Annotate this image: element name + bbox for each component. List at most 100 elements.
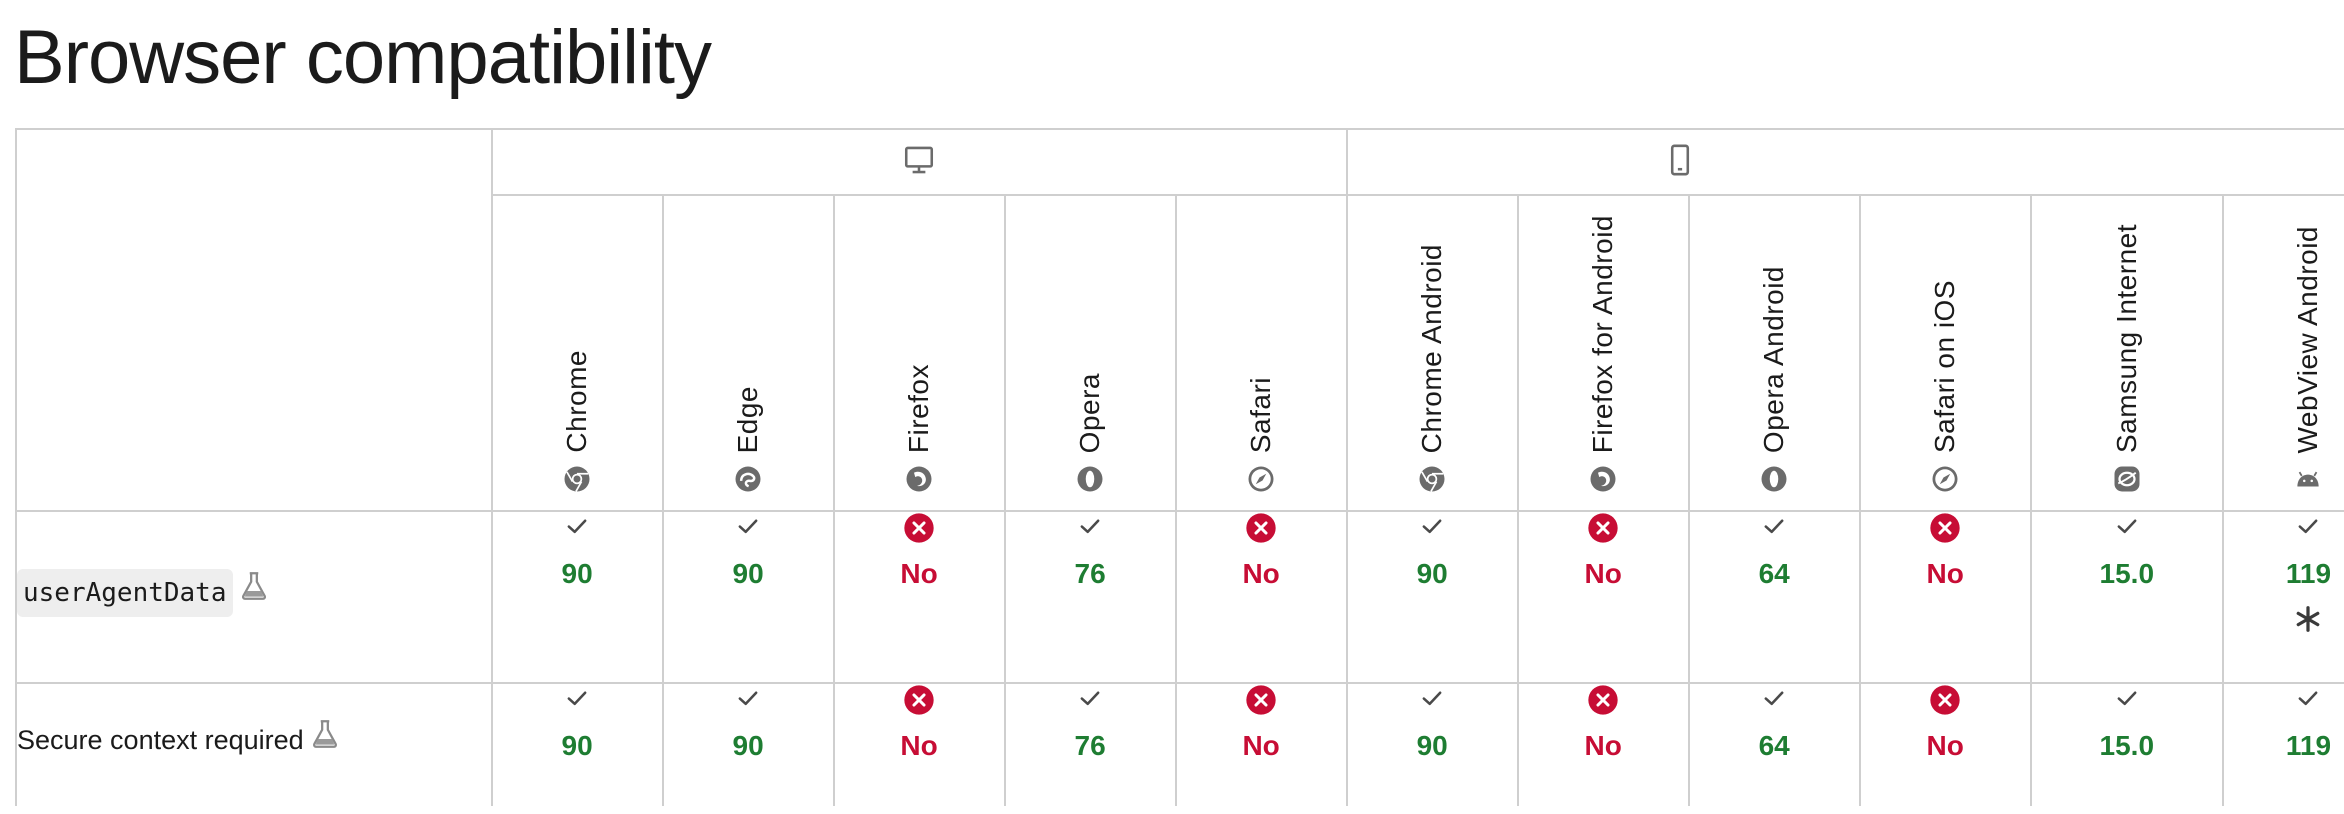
- support-cell[interactable]: No: [1516, 510, 1690, 684]
- browser-name: Chrome: [561, 350, 593, 453]
- safari-icon: [1246, 464, 1276, 494]
- support-cell[interactable]: 15.0: [2029, 682, 2224, 806]
- support-cell[interactable]: 76: [1003, 510, 1177, 684]
- browser-name: Safari: [1245, 376, 1277, 453]
- browser-header-firefox-for-android: Firefox for Android: [1516, 194, 1690, 512]
- version-label: 15.0: [2099, 558, 2155, 589]
- check-icon: [664, 684, 833, 718]
- support-cell[interactable]: 76: [1003, 682, 1177, 806]
- feature-name[interactable]: Secure context required: [17, 724, 304, 755]
- browser-header-firefox: Firefox: [832, 194, 1006, 512]
- support-cell[interactable]: No: [832, 682, 1006, 806]
- cross-icon: [835, 684, 1004, 718]
- support-cell[interactable]: No: [1174, 510, 1348, 684]
- browser-name: Opera: [1074, 372, 1106, 453]
- browser-header-safari-on-ios: Safari on iOS: [1858, 194, 2032, 512]
- cross-icon: [835, 512, 1004, 546]
- support-cell[interactable]: No: [1174, 682, 1348, 806]
- opera-icon: [1759, 464, 1789, 494]
- support-cell[interactable]: 90: [490, 510, 664, 684]
- browser-name: Firefox for Android: [1587, 214, 1619, 453]
- browser-header-webview-android: WebView Android: [2221, 194, 2344, 512]
- compat-table-container: Chrome Edge Firefox Opera Safari Chrome Andro…: [15, 128, 2344, 806]
- version-label: 119: [2285, 558, 2332, 589]
- version-label: 90: [1416, 730, 1448, 761]
- chrome-icon: [562, 464, 592, 494]
- platform-mobile: [1345, 128, 2344, 196]
- cross-icon: [1861, 684, 2030, 718]
- support-cell[interactable]: No: [832, 510, 1006, 684]
- opera-icon: [1075, 464, 1105, 494]
- chrome-icon: [1417, 464, 1447, 494]
- feature-cell: Secure context required: [15, 682, 493, 806]
- version-label: No: [900, 558, 938, 589]
- cross-icon: [1519, 512, 1688, 546]
- browser-header-safari: Safari: [1174, 194, 1348, 512]
- mobile-icon: [1671, 144, 1690, 175]
- feature-name[interactable]: userAgentData: [17, 568, 233, 617]
- version-label: 64: [1758, 558, 1790, 589]
- version-label: 15.0: [2099, 730, 2155, 761]
- version-label: 90: [732, 558, 764, 589]
- samsung-internet-icon: [2112, 464, 2142, 494]
- check-icon: [1690, 684, 1859, 718]
- firefox-icon: [904, 464, 934, 494]
- asterisk-icon: [2224, 604, 2344, 639]
- safari-icon: [1930, 464, 1960, 494]
- browser-header-opera: Opera: [1003, 194, 1177, 512]
- support-cell[interactable]: 90: [490, 682, 664, 806]
- browser-name: Firefox: [903, 363, 935, 453]
- version-label: 90: [1416, 558, 1448, 589]
- support-cell[interactable]: 119: [2221, 510, 2344, 684]
- version-label: 90: [732, 730, 764, 761]
- page-title: Browser compatibility: [14, 15, 712, 100]
- check-icon: [664, 512, 833, 546]
- table-row: Secure context required 90 90 No 76 No 90 No 64 N…: [15, 682, 2344, 806]
- check-icon: [2224, 512, 2344, 546]
- support-cell[interactable]: 90: [1345, 682, 1519, 806]
- browser-name: WebView Android: [2292, 225, 2324, 454]
- version-label: No: [900, 730, 938, 761]
- support-cell[interactable]: No: [1858, 510, 2032, 684]
- browser-name: Edge: [732, 385, 764, 453]
- compat-table: Chrome Edge Firefox Opera Safari Chrome Andro…: [15, 128, 2344, 806]
- version-label: 76: [1074, 558, 1106, 589]
- edge-icon: [733, 464, 763, 494]
- version-label: 90: [561, 558, 593, 589]
- check-icon: [1348, 684, 1517, 718]
- cross-icon: [1519, 684, 1688, 718]
- check-icon: [1690, 512, 1859, 546]
- check-icon: [493, 684, 662, 718]
- support-cell[interactable]: 90: [661, 682, 835, 806]
- flask-icon: [237, 569, 271, 610]
- cross-icon: [1177, 512, 1346, 546]
- browser-header-opera-android: Opera Android: [1687, 194, 1861, 512]
- feature-cell: userAgentData: [15, 510, 493, 684]
- version-label: No: [1584, 730, 1622, 761]
- support-cell[interactable]: 90: [1345, 510, 1519, 684]
- version-label: 64: [1758, 730, 1790, 761]
- table-corner: [15, 128, 493, 512]
- support-cell[interactable]: 64: [1687, 682, 1861, 806]
- browser-name: Chrome Android: [1416, 243, 1448, 453]
- support-cell[interactable]: 119: [2221, 682, 2344, 806]
- platform-desktop: [490, 128, 1348, 196]
- version-label: No: [1926, 558, 1964, 589]
- support-cell[interactable]: 90: [661, 510, 835, 684]
- support-cell[interactable]: 15.0: [2029, 510, 2224, 684]
- desktop-icon: [905, 146, 934, 173]
- support-cell[interactable]: No: [1516, 682, 1690, 806]
- browser-name: Opera Android: [1758, 265, 1790, 453]
- check-icon: [1006, 512, 1175, 546]
- firefox-icon: [1588, 464, 1618, 494]
- check-icon: [2032, 684, 2222, 718]
- version-label: 119: [2285, 730, 2332, 761]
- check-icon: [2032, 512, 2222, 546]
- version-label: No: [1926, 730, 1964, 761]
- version-label: No: [1584, 558, 1622, 589]
- version-label: 76: [1074, 730, 1106, 761]
- support-cell[interactable]: 64: [1687, 510, 1861, 684]
- check-icon: [1348, 512, 1517, 546]
- version-label: No: [1242, 730, 1280, 761]
- support-cell[interactable]: No: [1858, 682, 2032, 806]
